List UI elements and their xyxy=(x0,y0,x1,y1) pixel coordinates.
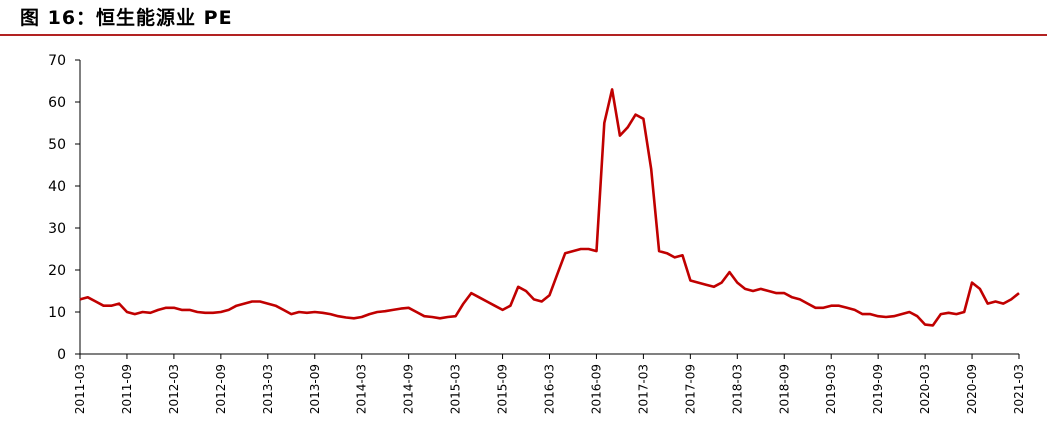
x-tick-label: 2015-03 xyxy=(449,364,463,414)
x-tick-label: 2014-09 xyxy=(402,364,416,414)
y-tick-label: 70 xyxy=(48,53,66,69)
x-tick-label: 2017-09 xyxy=(683,364,697,414)
series-layer xyxy=(79,88,1020,327)
y-axis: 0 10 20 30 40 50 60 70 xyxy=(48,53,81,363)
x-tick-label: 2020-03 xyxy=(918,364,932,414)
x-tick-label: 2017-03 xyxy=(636,364,650,414)
figure-title: 图 16：恒生能源业 PE xyxy=(20,7,233,29)
x-tick-label: 2018-03 xyxy=(730,364,744,414)
y-tick-label: 20 xyxy=(48,263,66,279)
y-tick-label: 60 xyxy=(48,95,66,111)
pe-series-line xyxy=(79,88,1020,327)
x-tick-label: 2020-09 xyxy=(965,364,979,414)
x-tick-label: 2015-09 xyxy=(496,364,510,414)
x-tick-label: 2011-09 xyxy=(120,364,134,414)
x-tick-label: 2016-03 xyxy=(543,364,557,414)
x-tick-label: 2013-09 xyxy=(308,364,322,414)
y-tick-label: 50 xyxy=(48,137,66,153)
x-tick-label: 2019-09 xyxy=(871,364,885,414)
y-tick-label: 30 xyxy=(48,221,66,237)
x-tick-label: 2011-03 xyxy=(73,364,87,414)
x-tick-label: 2016-09 xyxy=(589,364,603,414)
y-tick-label: 40 xyxy=(48,179,66,195)
y-tick-label: 0 xyxy=(57,347,66,363)
x-tick-label: 2014-03 xyxy=(355,364,369,414)
y-tick-label: 10 xyxy=(48,305,66,321)
x-tick-label: 2019-03 xyxy=(824,364,838,414)
x-tick-label: 2018-09 xyxy=(777,364,791,414)
x-tick-label: 2012-03 xyxy=(167,364,181,414)
x-tick-label: 2012-09 xyxy=(214,364,228,414)
x-tick-label: 2013-03 xyxy=(261,364,275,414)
title-divider xyxy=(0,34,1047,36)
x-tick-label: 2021-03 xyxy=(1012,364,1026,414)
x-axis: 2011-03 2011-09 2012-03 2012-09 2013-03 2013-… xyxy=(73,353,1026,414)
